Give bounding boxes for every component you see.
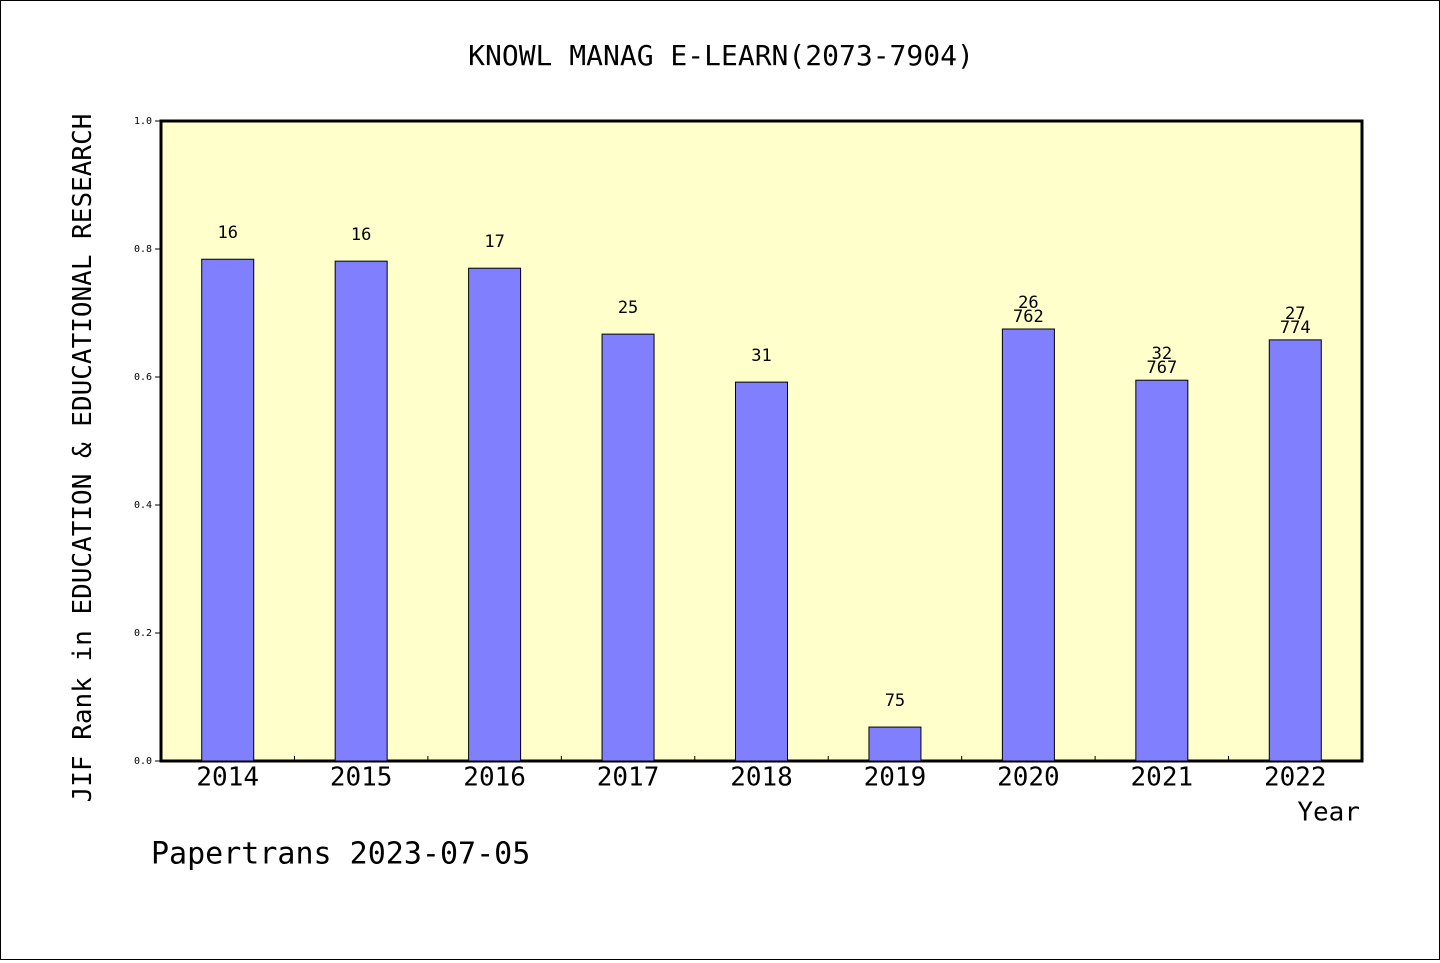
bar-data-label: 27 (1285, 304, 1305, 324)
y-tick-label: 0.4 (134, 500, 152, 511)
x-axis-label: Year (1297, 798, 1360, 828)
bar (1268, 339, 1322, 762)
y-tick-label: 0.6 (134, 372, 152, 383)
y-tick-label: 0.8 (134, 244, 152, 255)
x-tick-label: 2016 (463, 763, 526, 793)
bar (868, 726, 922, 762)
x-tick-label: 2018 (730, 763, 793, 793)
bars-group (201, 258, 1322, 762)
bar-data-label: 16 (217, 223, 237, 243)
bar (601, 333, 655, 762)
bar (1001, 328, 1055, 762)
footer-credit: Papertrans 2023-07-05 (151, 837, 530, 872)
bar-data-label: 26 (1018, 293, 1038, 313)
bar (334, 260, 388, 762)
bar (468, 267, 522, 762)
chart-title: KNOWL MANAG E-LEARN(2073-7904) (468, 39, 974, 72)
bar-data-label: 31 (751, 346, 771, 366)
y-axis: 0.0 0.2 0.4 0.6 0.8 1.0 (134, 116, 161, 767)
y-axis-label: JIF Rank in EDUCATION & EDUCATIONAL RESE… (68, 114, 98, 803)
bar-data-label: 767 (1146, 358, 1177, 378)
x-axis: 2014 2015 2016 2017 2018 2019 2020 2021 2022 (196, 756, 1327, 793)
x-tick-label: 2014 (196, 763, 259, 793)
bar-data-label: 762 (1013, 307, 1044, 327)
y-tick-label: 0.2 (134, 628, 152, 639)
bar-data-label: 32 (1152, 344, 1172, 364)
bar-data-label: 16 (351, 225, 371, 245)
y-tick-label: 1.0 (134, 116, 152, 127)
x-tick-label: 2022 (1264, 763, 1327, 793)
bar (735, 381, 788, 762)
bar-data-label: 75 (885, 691, 905, 711)
x-tick-label: 2020 (997, 763, 1060, 793)
y-tick-label: 0.0 (134, 756, 152, 767)
bar (201, 258, 255, 762)
bar-data-label: 25 (618, 298, 638, 318)
x-tick-label: 2019 (864, 763, 927, 793)
x-tick-label: 2017 (597, 763, 660, 793)
bar-data-label: 17 (484, 232, 504, 252)
x-tick-label: 2015 (330, 763, 393, 793)
x-tick-label: 2021 (1131, 763, 1194, 793)
bar-data-label: 774 (1280, 318, 1311, 338)
bar (1135, 379, 1189, 762)
